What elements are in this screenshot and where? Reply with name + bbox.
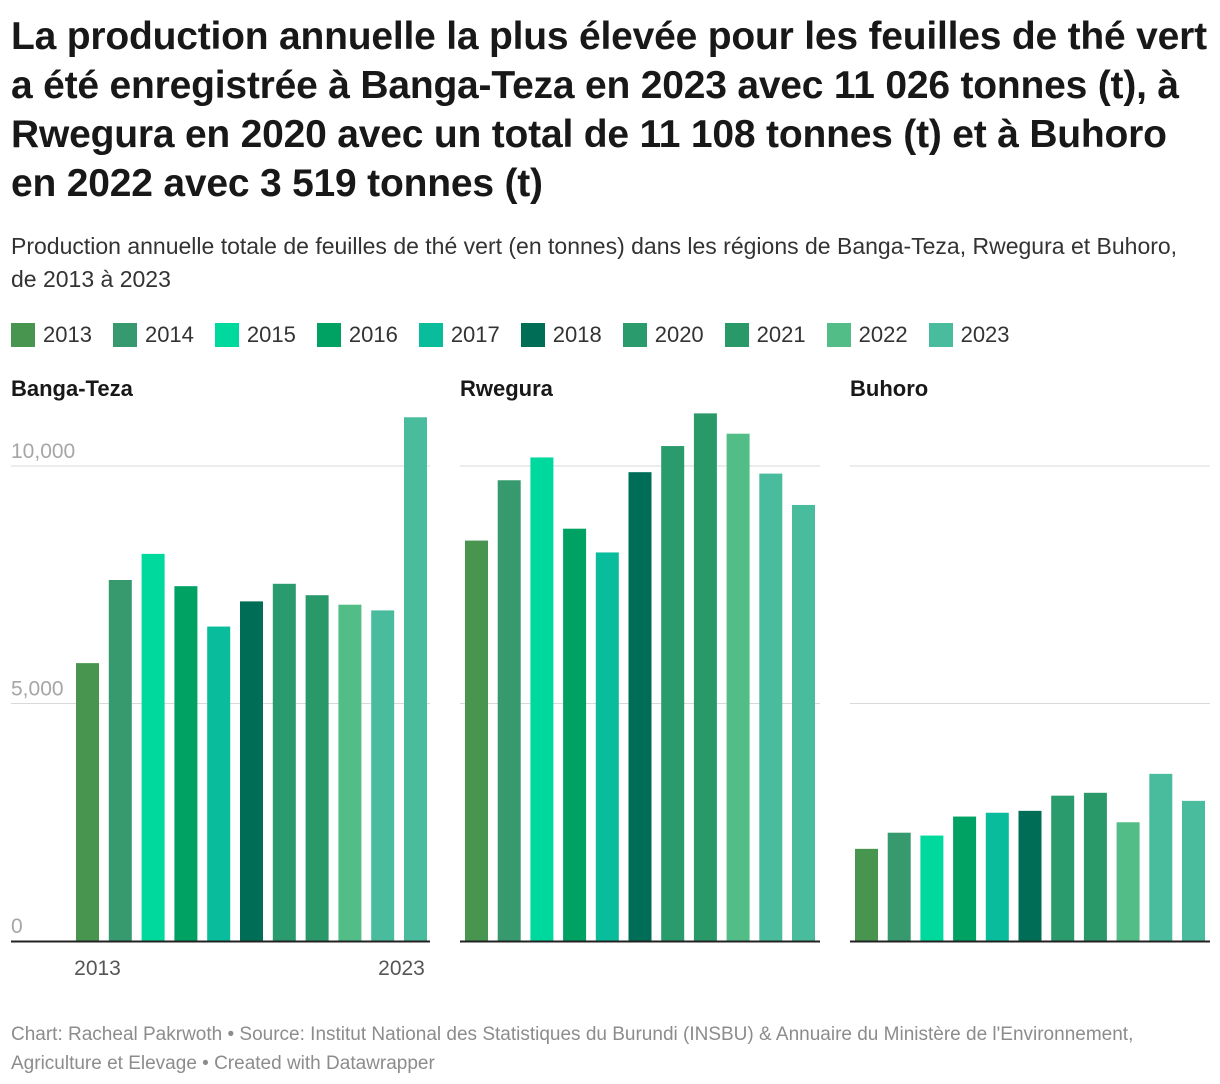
legend-label: 2014 (144, 322, 194, 347)
legend-swatch (622, 323, 647, 347)
legend-swatch (214, 323, 239, 347)
legend-item-2014: 2014 (112, 322, 194, 348)
bar (595, 552, 619, 941)
bar (792, 504, 815, 941)
legend-swatch (112, 323, 137, 347)
bar (563, 528, 587, 941)
chart-title: La production annuelle la plus élevée po… (11, 15, 1207, 205)
chart-subtitle: Production annuelle totale de feuilles d… (11, 233, 1178, 292)
chart-footer: Chart: Racheal Pakrwoth • Source: Instit… (11, 1024, 1134, 1074)
bar (240, 601, 263, 941)
legend-label: 2013 (43, 322, 92, 347)
bar (497, 480, 521, 941)
chart-area: 0 5,000 10,000 2013 2023 (11, 413, 1210, 980)
bar (661, 446, 685, 941)
panel-title-banga-teza: Banga-Teza (11, 376, 133, 401)
bar (1018, 810, 1042, 941)
bar (628, 472, 652, 941)
legend-label: 2016 (348, 322, 398, 347)
x-tick-label: 2013 (74, 957, 121, 980)
bar (305, 595, 329, 941)
legend-label: 2015 (246, 322, 296, 347)
bar (1149, 773, 1173, 941)
bar (76, 663, 99, 941)
bar (465, 540, 488, 941)
legend-label: 2017 (450, 322, 500, 347)
x-tick-label: 2023 (378, 957, 425, 980)
legend-swatch (520, 323, 545, 347)
legend-swatch (826, 323, 851, 347)
y-tick-label: 10,000 (11, 440, 75, 463)
legend-item-2021: 2021 (724, 322, 806, 348)
bar (108, 580, 132, 941)
bar (174, 586, 198, 941)
legend-swatch (418, 323, 443, 347)
bar (1182, 800, 1205, 941)
bar (404, 417, 427, 941)
bar (371, 610, 395, 941)
legend-swatch (316, 323, 341, 347)
legend-label: 2021 (756, 322, 806, 347)
legend-label: 2022 (858, 322, 908, 347)
legend-label: 2020 (654, 322, 704, 347)
bar (953, 816, 977, 941)
legend-item-2022: 2022 (826, 322, 908, 348)
bar (1116, 822, 1140, 941)
bar (272, 583, 296, 941)
bar (207, 626, 231, 941)
bar (1051, 795, 1075, 941)
bar (920, 835, 944, 941)
bar (759, 473, 783, 941)
legend-swatch (11, 323, 35, 347)
bar (855, 848, 878, 941)
y-tick-label: 5,000 (11, 678, 64, 701)
bar (530, 457, 554, 941)
legend-swatch (928, 323, 953, 347)
legend-label: 2018 (552, 322, 602, 347)
bar (887, 832, 911, 941)
legend-item-2017: 2017 (418, 322, 500, 348)
legend-item-2015: 2015 (214, 322, 296, 348)
panel-title-buhoro: Buhoro (850, 376, 929, 401)
bar (141, 553, 165, 941)
bar (985, 812, 1009, 941)
y-tick-label: 0 (11, 915, 23, 938)
legend: 2013 2014 2015 2016 2017 2018 2020 2021 2022 2023 (11, 320, 1031, 350)
legend-item-2013: 2013 (11, 322, 92, 348)
bar (726, 433, 750, 941)
legend-label: 2023 (960, 322, 1010, 347)
legend-item-2018: 2018 (520, 322, 602, 348)
legend-swatch (724, 323, 749, 347)
panel-title-rwegura: Rwegura (460, 376, 553, 401)
bar (338, 604, 362, 941)
legend-item-2020: 2020 (622, 322, 704, 348)
legend-item-2023: 2023 (928, 322, 1010, 348)
legend-item-2016: 2016 (316, 322, 398, 348)
bar (1083, 792, 1107, 941)
bar (693, 413, 717, 941)
